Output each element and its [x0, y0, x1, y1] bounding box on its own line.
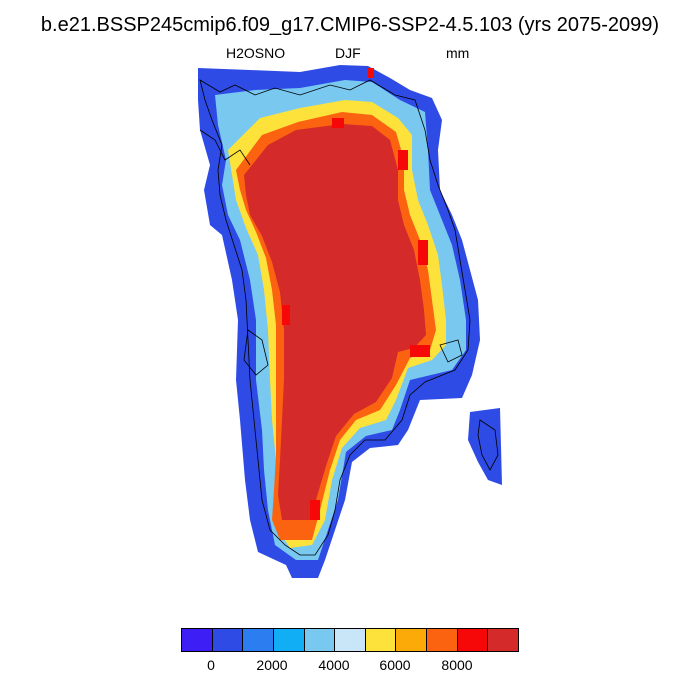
colorbar-swatch-1: [212, 628, 244, 652]
map-red-patches: [282, 68, 430, 520]
map-east-island: [468, 408, 502, 485]
colorbar-tick-2: 4000: [318, 657, 350, 673]
units-label: mm: [446, 45, 470, 61]
colorbar-swatch-8: [427, 628, 458, 652]
colorbar-swatch-7: [396, 628, 428, 652]
colorbar-swatch-2: [243, 628, 274, 652]
colorbar-swatch-0: [181, 628, 213, 652]
colorbar-tick-4: 8000: [441, 657, 473, 673]
map-coastlines: [199, 79, 499, 556]
season-label: DJF: [335, 45, 361, 61]
variable-label: H2OSNO: [226, 45, 286, 61]
colorbar-swatch-6: [365, 628, 397, 652]
colorbar-swatch-4: [304, 628, 336, 652]
colorbar: [181, 628, 520, 652]
map-interior: [244, 124, 426, 520]
colorbar-swatch-9: [457, 628, 489, 652]
colorbar-swatch-5: [335, 628, 366, 652]
plot-title: b.e21.BSSP245cmip6.f09_g17.CMIP6-SSP2-4.…: [40, 14, 660, 36]
colorbar-tick-1: 2000: [256, 657, 288, 673]
colorbar-swatch-3: [273, 628, 305, 652]
colorbar-tick-3: 6000: [379, 657, 411, 673]
colorbar-swatch-10: [488, 628, 520, 652]
colorbar-tick-0: 0: [207, 657, 215, 673]
